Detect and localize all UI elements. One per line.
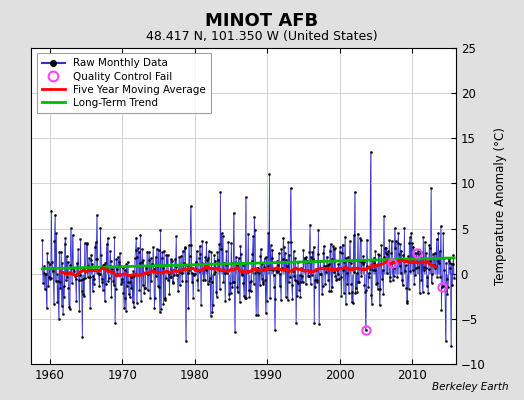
Five Year Moving Average (272, 266, 279, 271)
Text: MINOT AFB: MINOT AFB (205, 12, 319, 30)
Raw Monthly Data (329, 285, 335, 290)
Five Year Moving Average (379, 262, 386, 266)
Legend: Raw Monthly Data, Quality Control Fail, Five Year Moving Average, Long-Term Tren: Raw Monthly Data, Quality Control Fail, … (37, 53, 211, 113)
Line: Long-Term Trend: Long-Term Trend (42, 258, 454, 269)
Long-Term Trend (329, 259, 335, 264)
Raw Monthly Data (451, 276, 457, 280)
Y-axis label: Temperature Anomaly (°C): Temperature Anomaly (°C) (494, 127, 507, 285)
Line: Raw Monthly Data: Raw Monthly Data (41, 151, 455, 347)
Five Year Moving Average (433, 264, 439, 269)
Raw Monthly Data (296, 288, 302, 293)
Raw Monthly Data (70, 266, 77, 271)
Five Year Moving Average (381, 260, 388, 265)
Long-Term Trend (277, 260, 283, 265)
Long-Term Trend (110, 264, 116, 269)
Long-Term Trend (235, 261, 242, 266)
Text: 48.417 N, 101.350 W (United States): 48.417 N, 101.350 W (United States) (146, 30, 378, 43)
Raw Monthly Data (277, 272, 283, 277)
Long-Term Trend (70, 266, 77, 270)
Five Year Moving Average (253, 266, 259, 271)
Five Year Moving Average (399, 258, 405, 262)
Raw Monthly Data (235, 255, 242, 260)
Long-Term Trend (451, 256, 457, 260)
Five Year Moving Average (301, 268, 308, 273)
Long-Term Trend (39, 266, 46, 271)
Raw Monthly Data (367, 150, 374, 154)
Text: Berkeley Earth: Berkeley Earth (432, 382, 508, 392)
Five Year Moving Average (114, 274, 120, 278)
Raw Monthly Data (448, 344, 454, 348)
Five Year Moving Average (57, 269, 63, 274)
Line: Five Year Moving Average: Five Year Moving Average (60, 260, 436, 276)
Long-Term Trend (296, 260, 302, 264)
Raw Monthly Data (39, 238, 46, 242)
Raw Monthly Data (110, 269, 116, 274)
Five Year Moving Average (280, 268, 287, 273)
